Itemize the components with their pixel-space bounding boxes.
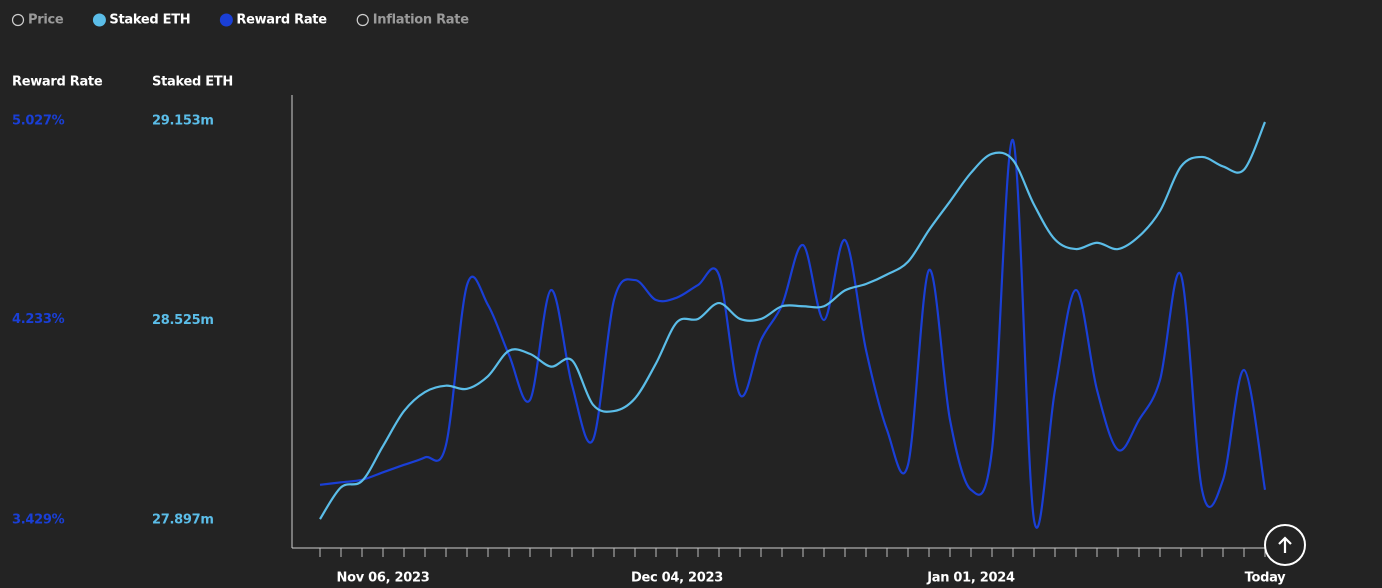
y2-tick-label: 28.525m <box>152 313 214 328</box>
y-tick-label: 4.233% <box>12 312 65 327</box>
x-tick-label: Today <box>1245 571 1287 586</box>
legend-item[interactable]: Price <box>11 13 64 28</box>
legend-swatch[interactable] <box>11 13 25 27</box>
legend-item[interactable]: Reward Rate <box>219 13 328 28</box>
legend-label[interactable]: Inflation Rate <box>373 13 470 28</box>
x-tick-label: Nov 06, 2023 <box>337 571 430 586</box>
arrow-up-icon[interactable] <box>1278 536 1292 553</box>
legend-item[interactable]: Inflation Rate <box>356 13 470 28</box>
legend-label[interactable]: Staked ETH <box>109 13 190 28</box>
y2-axis-title: Staked ETH <box>152 75 233 90</box>
x-tick-label: Dec 04, 2023 <box>631 571 723 586</box>
y-tick-label: 3.429% <box>12 513 65 528</box>
x-tick-label: Jan 01, 2024 <box>926 571 1015 586</box>
y-axis-title: Reward Rate <box>12 75 103 90</box>
scroll-top-button[interactable] <box>1264 524 1306 566</box>
y-tick-label: 5.027% <box>12 113 65 128</box>
y2-tick-label: 27.897m <box>152 513 214 528</box>
legend-label[interactable]: Price <box>28 13 64 28</box>
legend-label[interactable]: Reward Rate <box>236 13 327 28</box>
legend-swatch[interactable] <box>219 13 233 27</box>
legend-swatch[interactable] <box>92 13 106 27</box>
legend-item[interactable]: Staked ETH <box>92 13 191 28</box>
series-line <box>319 139 1267 529</box>
legend-swatch[interactable] <box>356 13 369 27</box>
y2-tick-label: 29.153m <box>152 114 214 129</box>
series-line <box>319 121 1267 520</box>
